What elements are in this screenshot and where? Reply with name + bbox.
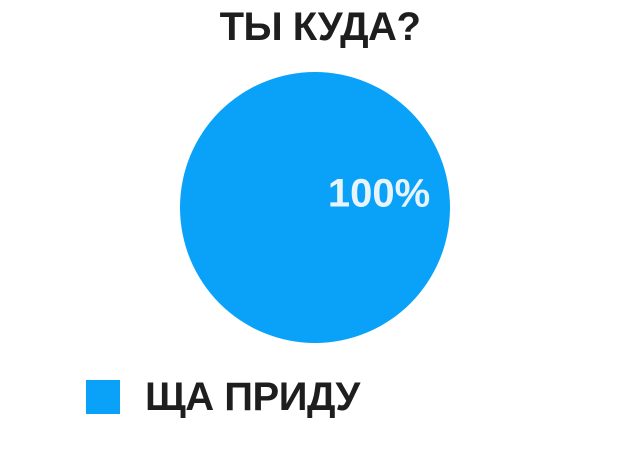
pie-slice: 100% [180,72,450,343]
legend: ЩА ПРИДУ [86,375,360,419]
pie-slice-percent-label: 100% [327,171,431,216]
legend-label: ЩА ПРИДУ [145,375,360,419]
legend-color-swatch [86,380,120,414]
chart-title: ТЫ КУДА? [219,5,421,49]
